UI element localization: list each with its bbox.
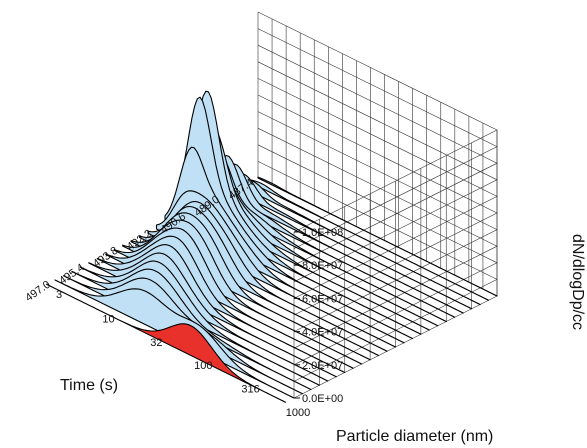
grid-line [257, 28, 498, 249]
grid-line [257, 94, 498, 316]
z-tick-label: 1.0E+08 [302, 227, 343, 239]
grid-line [257, 78, 498, 299]
grid-line [257, 127, 498, 349]
x-tick-label: 10 [102, 313, 114, 325]
surface-slices [45, 90, 498, 403]
y-tick-label: 495.4 [57, 262, 86, 288]
y-axis-title: Time (s) [60, 377, 118, 394]
x-tick-label: 100 [194, 360, 212, 372]
scan-slice [248, 179, 490, 301]
scan-slice-last [45, 283, 287, 403]
x-tick-label: 316 [241, 384, 259, 396]
scan-slice [223, 163, 464, 314]
z-tick-label: 4.0E+07 [302, 327, 343, 339]
z-tick-label: 6.0E+07 [302, 293, 343, 305]
scan-slice [257, 176, 498, 297]
x-tick-label: 32 [150, 337, 162, 349]
scan-slice [215, 154, 456, 318]
scan-slice [232, 173, 473, 310]
x-axis-title: Particle diameter (nm) [336, 428, 493, 445]
x-tick-label: 1000 [286, 407, 310, 419]
z-tick-label: 8.0E+07 [302, 260, 343, 272]
scan-slice [240, 179, 481, 306]
grid-line [257, 11, 498, 233]
y-tick-label: 497.0 [23, 279, 52, 305]
z-axis-title: dN/dlogDp/cc [569, 234, 586, 330]
grid-line [257, 44, 498, 266]
grid-line [257, 61, 498, 283]
x-tick-label: 3 [56, 289, 62, 301]
z-tick-label: 0.0E+00 [302, 393, 343, 405]
z-tick-label: 2.0E+07 [302, 360, 343, 372]
grid-line [257, 111, 498, 332]
grid [257, 11, 498, 399]
scan-slice [206, 151, 447, 323]
